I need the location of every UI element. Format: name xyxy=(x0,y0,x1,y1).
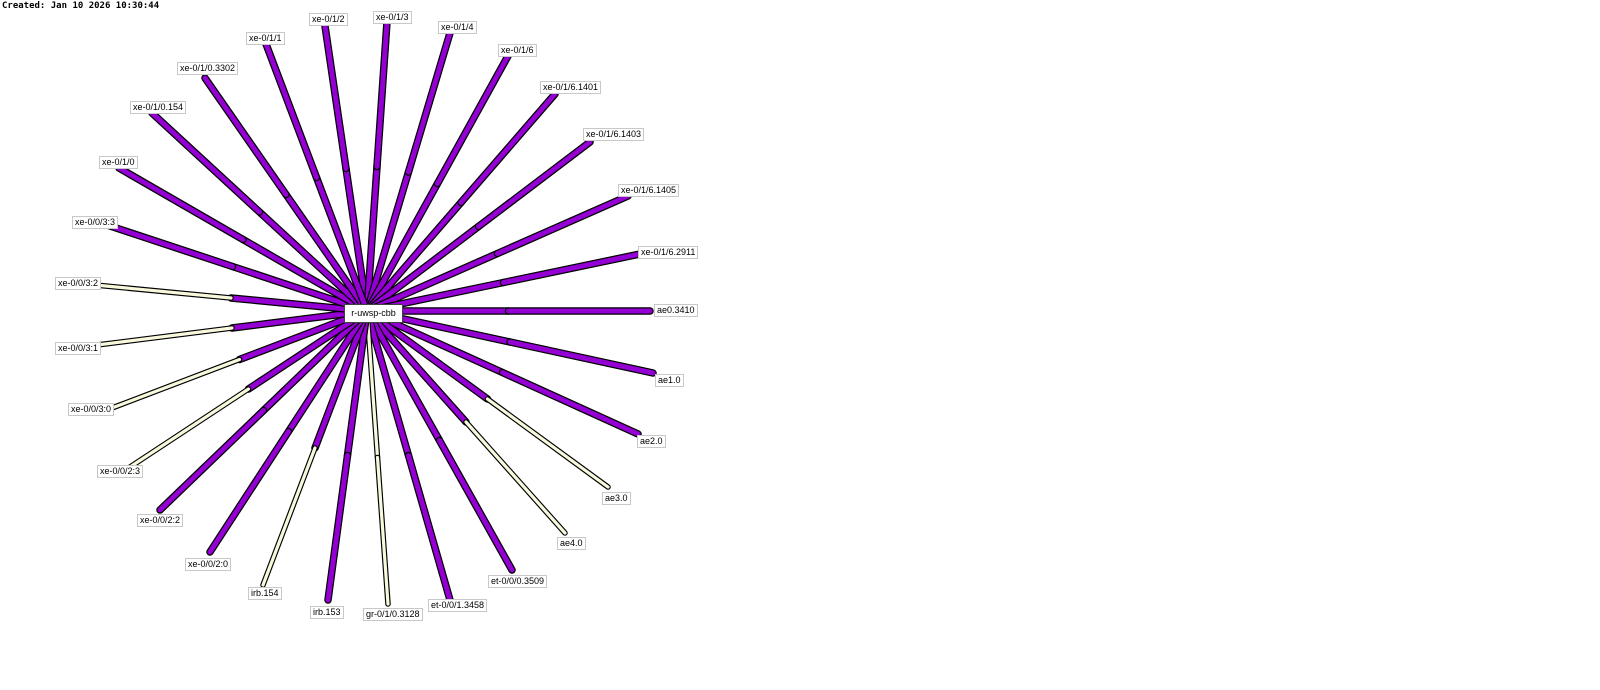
link-spoke-inner xyxy=(261,308,370,413)
link-label[interactable]: et-0/0/1.3458 xyxy=(428,599,488,612)
link-spoke-inner xyxy=(286,308,370,434)
link-label[interactable]: xe-0/0/3:3 xyxy=(72,216,119,229)
link-label[interactable]: ae2.0 xyxy=(637,435,666,448)
link-spoke-inner xyxy=(246,308,370,392)
link-label[interactable]: xe-0/0/3:2 xyxy=(55,277,102,290)
link-label[interactable]: gr-0/1/0.3128 xyxy=(363,608,423,621)
link-label[interactable]: ae4.0 xyxy=(557,537,586,550)
link-spoke-outer xyxy=(500,370,641,437)
created-timestamp: Created: Jan 10 2026 10:30:44 xyxy=(2,1,160,11)
link-spoke-inner xyxy=(240,237,370,314)
link-label[interactable]: ae1.0 xyxy=(655,374,684,387)
link-spoke-inner xyxy=(312,308,370,451)
link-label[interactable]: et-0/0/0.3509 xyxy=(488,575,548,588)
link-label[interactable]: xe-0/1/4 xyxy=(438,21,477,34)
link-label[interactable]: xe-0/0/2:2 xyxy=(137,514,184,527)
link-spoke-inner xyxy=(364,308,411,458)
link-spoke-outer xyxy=(116,165,246,242)
link-spoke-inner xyxy=(314,175,370,314)
link-spoke-inner xyxy=(364,224,481,314)
link-spoke-inner xyxy=(343,166,370,314)
link-spoke-outer xyxy=(95,219,235,269)
center-node[interactable]: r-uwsp-cbb xyxy=(344,304,403,323)
link-spoke-outer xyxy=(476,139,593,229)
link-spoke-outer xyxy=(374,19,390,169)
link-spoke-inner xyxy=(364,200,464,314)
link-label[interactable]: xe-0/1/6.1405 xyxy=(618,184,680,197)
link-spoke-outer xyxy=(202,75,289,197)
link-label[interactable]: xe-0/0/3:0 xyxy=(68,403,115,416)
link-spoke-inner xyxy=(230,264,370,314)
link-label[interactable]: xe-0/1/6.1401 xyxy=(540,81,602,94)
link-label[interactable]: irb.153 xyxy=(310,606,344,619)
link-label[interactable]: xe-0/0/2:3 xyxy=(97,465,144,478)
link-spoke-inner xyxy=(364,169,411,314)
link-spoke-outer xyxy=(207,429,291,555)
link-spoke-inner xyxy=(364,251,500,314)
link-spoke-inner xyxy=(364,181,440,314)
link-spoke-outer xyxy=(110,357,242,410)
link-label[interactable]: xe-0/0/3:1 xyxy=(55,342,102,355)
link-spoke-outer xyxy=(485,397,610,489)
link-label[interactable]: xe-0/1/1 xyxy=(246,32,285,45)
link-spoke-outer xyxy=(325,453,350,603)
link-spoke-outer xyxy=(435,53,511,186)
link-spoke-outer xyxy=(464,420,567,535)
link-spoke-inner xyxy=(364,164,380,314)
link-label[interactable]: irb.154 xyxy=(248,587,282,600)
link-spoke-outer xyxy=(495,193,631,256)
link-spoke-outer xyxy=(95,326,234,347)
link-label[interactable]: xe-0/1/0.154 xyxy=(130,101,187,114)
link-label[interactable]: xe-0/1/6.2911 xyxy=(638,246,699,259)
link-label[interactable]: xe-0/1/6.1403 xyxy=(583,128,645,141)
link-spoke-outer xyxy=(322,23,349,171)
link-spoke-outer xyxy=(406,453,453,603)
link-spoke-outer xyxy=(261,446,317,587)
link-label[interactable]: xe-0/1/6 xyxy=(498,44,537,57)
link-spoke-outer xyxy=(406,30,453,175)
link-label[interactable]: xe-0/0/2:0 xyxy=(185,558,232,571)
link-spoke-outer xyxy=(128,387,251,469)
link-spoke-outer xyxy=(458,91,558,205)
link-spoke-inner xyxy=(365,309,380,460)
link-spoke-inner xyxy=(364,308,469,425)
link-spoke-outer xyxy=(149,110,262,215)
link-label[interactable]: xe-0/1/2 xyxy=(309,13,348,26)
link-spoke-inner xyxy=(364,308,490,402)
link-label[interactable]: xe-0/1/3 xyxy=(373,11,412,24)
link-spoke-inner xyxy=(345,308,370,458)
link-spoke-inner xyxy=(364,308,442,443)
link-spoke-inner xyxy=(283,192,370,314)
link-label[interactable]: ae0.3410 xyxy=(654,304,698,317)
link-spoke-outer xyxy=(263,41,319,180)
link-spoke-outer xyxy=(437,438,515,573)
link-spoke-outer xyxy=(507,339,656,376)
link-label[interactable]: xe-0/1/0.3302 xyxy=(177,62,239,75)
link-spoke-outer xyxy=(157,408,266,513)
link-spoke-inner xyxy=(257,209,370,314)
link-label[interactable]: ae3.0 xyxy=(602,492,631,505)
link-label[interactable]: xe-0/1/0 xyxy=(99,156,138,169)
link-spoke-outer xyxy=(501,251,643,285)
link-spoke-outer xyxy=(93,283,233,300)
link-spoke-outer xyxy=(375,455,390,606)
